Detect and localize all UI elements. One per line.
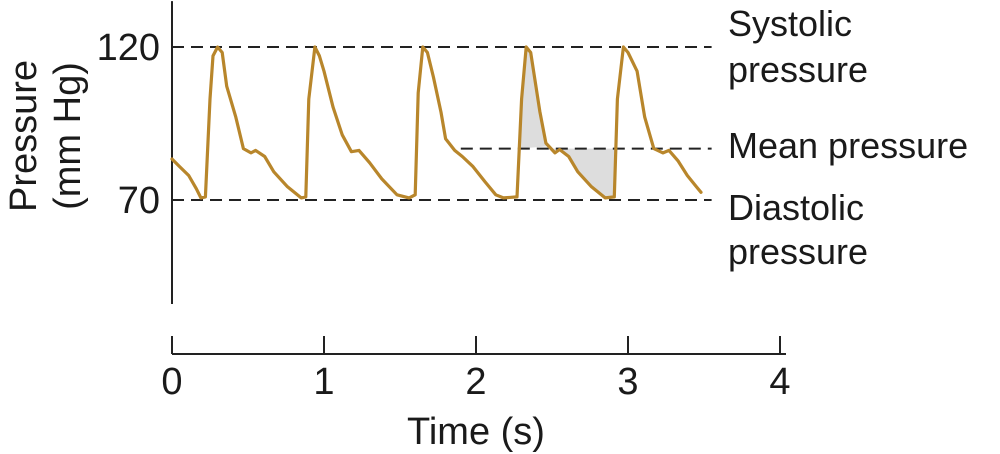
x-tick-label: 4 bbox=[769, 361, 790, 403]
x-tick-label: 1 bbox=[313, 361, 334, 403]
systolic-label-line2: pressure bbox=[728, 49, 868, 90]
diastolic-label-line2: pressure bbox=[728, 231, 868, 272]
y-tick-label: 120 bbox=[97, 27, 160, 69]
shaded-area-below-mean bbox=[548, 148, 618, 198]
y-axis-title-line1: Pressure bbox=[3, 60, 45, 212]
x-tick-label: 2 bbox=[465, 361, 486, 403]
y-axis-title-line2: (mm Hg) bbox=[47, 62, 89, 210]
x-tick-label: 3 bbox=[617, 361, 638, 403]
x-axis-title: Time (s) bbox=[407, 411, 545, 453]
x-tick-label: 0 bbox=[161, 361, 182, 403]
mean-pressure-label: Mean pressure bbox=[728, 125, 968, 166]
pressure-waveform-line bbox=[170, 45, 703, 200]
systolic-label-line1: Systolic bbox=[728, 3, 852, 44]
y-tick-label: 70 bbox=[118, 180, 160, 222]
diastolic-label-line1: Diastolic bbox=[728, 187, 864, 228]
